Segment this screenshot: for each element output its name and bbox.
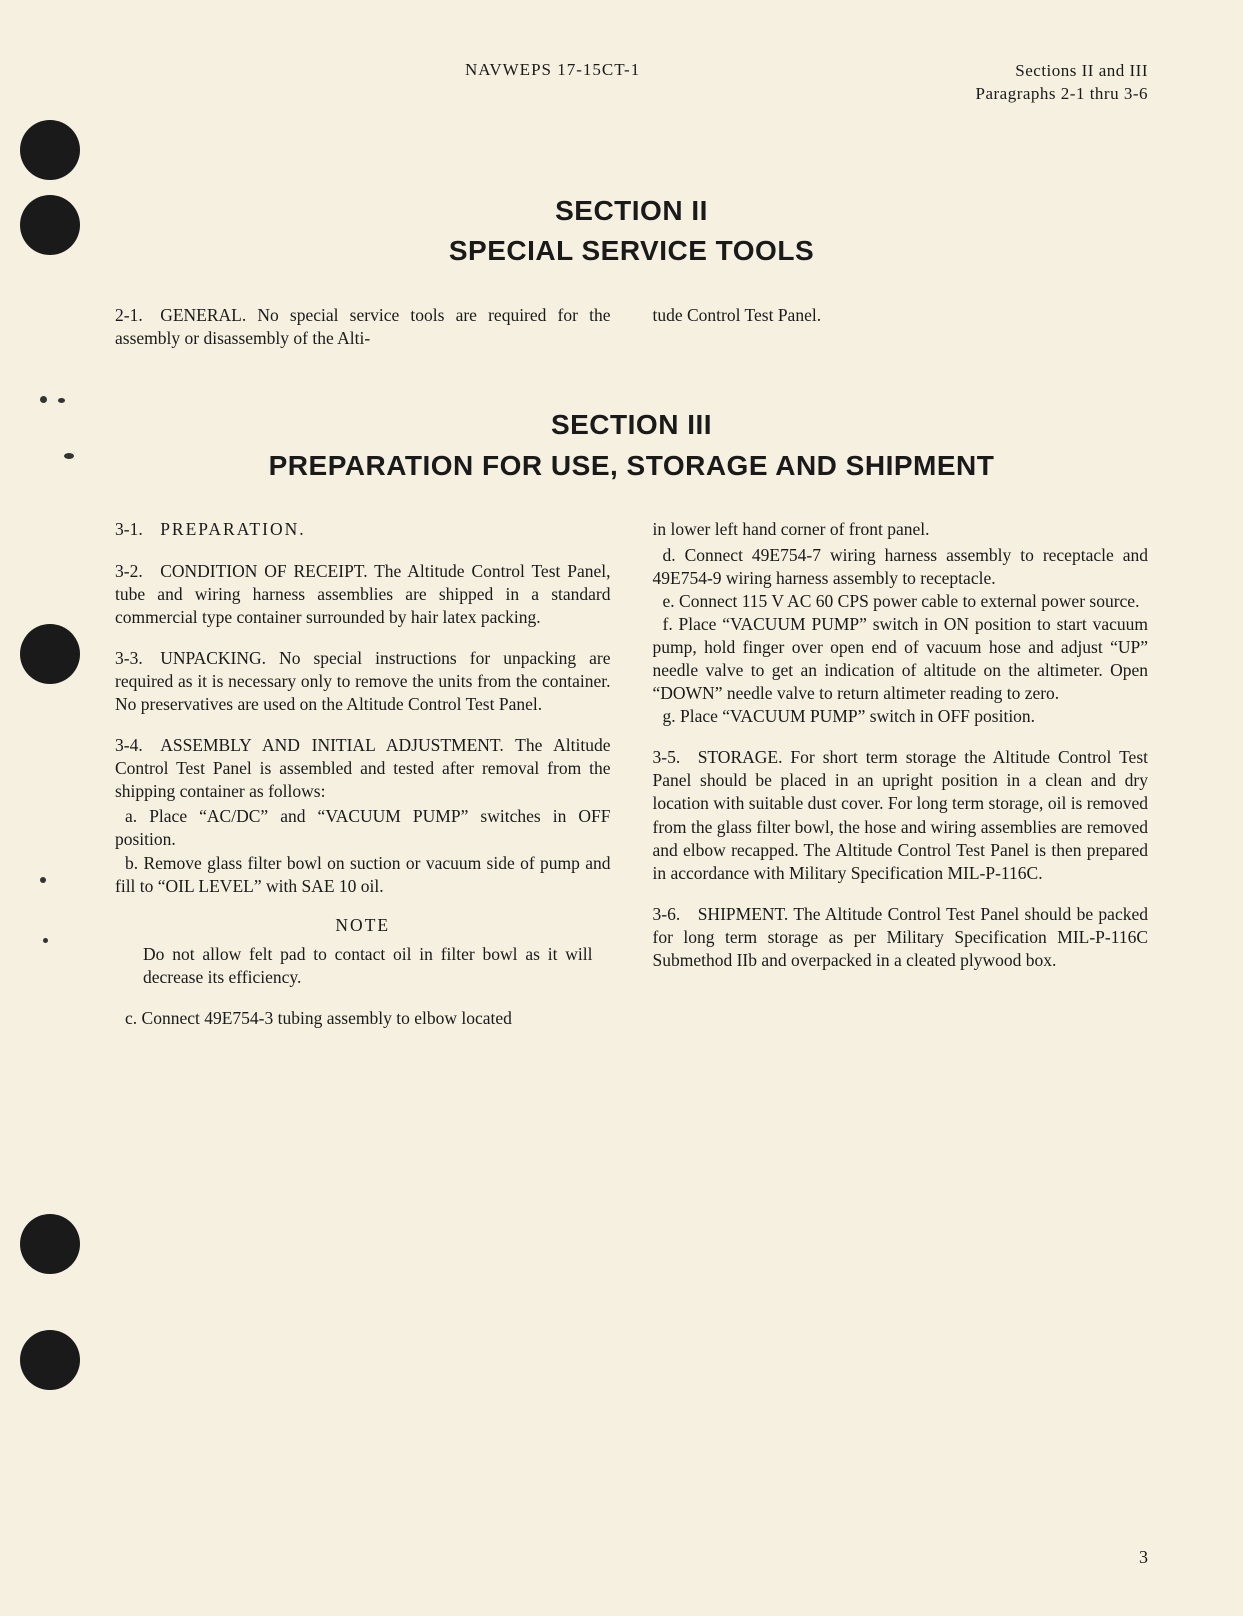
section-3-title: SECTION III PREPARATION FOR USE, STORAGE… xyxy=(115,405,1148,486)
section-2-title-line2: SPECIAL SERVICE TOOLS xyxy=(449,235,814,266)
header-doc-id: NAVWEPS 17-15CT-1 xyxy=(465,60,640,106)
section-3-columns: 3-1. PREPARATION. 3-2. CONDITION OF RECE… xyxy=(115,518,1148,1030)
page-header: NAVWEPS 17-15CT-1 Sections II and III Pa… xyxy=(115,60,1148,106)
para-3-4-c-cont: in lower left hand corner of front panel… xyxy=(653,518,1149,541)
punch-hole-icon xyxy=(20,624,80,684)
para-3-4-f: f. Place “VACUUM PUMP” switch in ON posi… xyxy=(653,613,1149,705)
section-2-columns: 2-1. GENERAL. No special service tools a… xyxy=(115,304,1148,350)
scan-mark-icon xyxy=(58,398,65,403)
para-3-4-d: d. Connect 49E754-7 wiring harness assem… xyxy=(653,544,1149,590)
para-3-4-a: a. Place “AC/DC” and “VACUUM PUMP” switc… xyxy=(115,805,611,851)
para-3-1: 3-1. PREPARATION. xyxy=(115,518,611,541)
note-heading: NOTE xyxy=(115,914,611,937)
section-3-title-line1: SECTION III xyxy=(551,409,712,440)
punch-hole-icon xyxy=(20,195,80,255)
scan-mark-icon xyxy=(43,938,48,943)
page-number: 3 xyxy=(1139,1547,1148,1568)
para-3-6: 3-6. SHIPMENT. The Altitude Control Test… xyxy=(653,903,1149,972)
section-2-title-line1: SECTION II xyxy=(555,195,708,226)
section-2-col1: 2-1. GENERAL. No special service tools a… xyxy=(115,304,611,350)
section-3-title-line2: PREPARATION FOR USE, STORAGE AND SHIPMEN… xyxy=(269,450,995,481)
header-right: Sections II and III Paragraphs 2-1 thru … xyxy=(976,60,1149,106)
para-3-1-num: 3-1. xyxy=(115,519,143,539)
para-2-1-right: tude Control Test Panel. xyxy=(653,304,1149,327)
para-3-4-intro: 3-4. ASSEMBLY AND INITIAL ADJUSTMENT. Th… xyxy=(115,734,611,803)
para-3-5: 3-5. STORAGE. For short term storage the… xyxy=(653,746,1149,885)
header-paragraphs: Paragraphs 2-1 thru 3-6 xyxy=(976,83,1149,106)
punch-hole-icon xyxy=(20,120,80,180)
section-2-title: SECTION II SPECIAL SERVICE TOOLS xyxy=(115,191,1148,272)
punch-hole-icon xyxy=(20,1330,80,1390)
scan-mark-icon xyxy=(40,877,46,883)
section-3-col2: in lower left hand corner of front panel… xyxy=(653,518,1149,1030)
para-3-2: 3-2. CONDITION OF RECEIPT. The Altitude … xyxy=(115,560,611,629)
para-2-1-left: 2-1. GENERAL. No special service tools a… xyxy=(115,304,611,350)
para-3-4-e: e. Connect 115 V AC 60 CPS power cable t… xyxy=(653,590,1149,613)
section-3: SECTION III PREPARATION FOR USE, STORAGE… xyxy=(115,405,1148,1030)
para-3-1-title: PREPARATION. xyxy=(160,519,305,539)
header-sections: Sections II and III xyxy=(976,60,1149,83)
scan-mark-icon xyxy=(64,453,74,459)
para-3-4-b: b. Remove glass filter bowl on suction o… xyxy=(115,852,611,898)
para-3-4-g: g. Place “VACUUM PUMP” switch in OFF pos… xyxy=(653,705,1149,728)
section-2: SECTION II SPECIAL SERVICE TOOLS 2-1. GE… xyxy=(115,191,1148,350)
section-3-col1: 3-1. PREPARATION. 3-2. CONDITION OF RECE… xyxy=(115,518,611,1030)
page: NAVWEPS 17-15CT-1 Sections II and III Pa… xyxy=(0,0,1243,1616)
para-3-4-c: c. Connect 49E754-3 tubing assembly to e… xyxy=(115,1007,611,1030)
note-body: Do not allow felt pad to contact oil in … xyxy=(115,943,611,989)
section-2-col2: tude Control Test Panel. xyxy=(653,304,1149,350)
scan-mark-icon xyxy=(40,396,47,403)
para-3-3: 3-3. UNPACKING. No special instructions … xyxy=(115,647,611,716)
punch-hole-icon xyxy=(20,1214,80,1274)
